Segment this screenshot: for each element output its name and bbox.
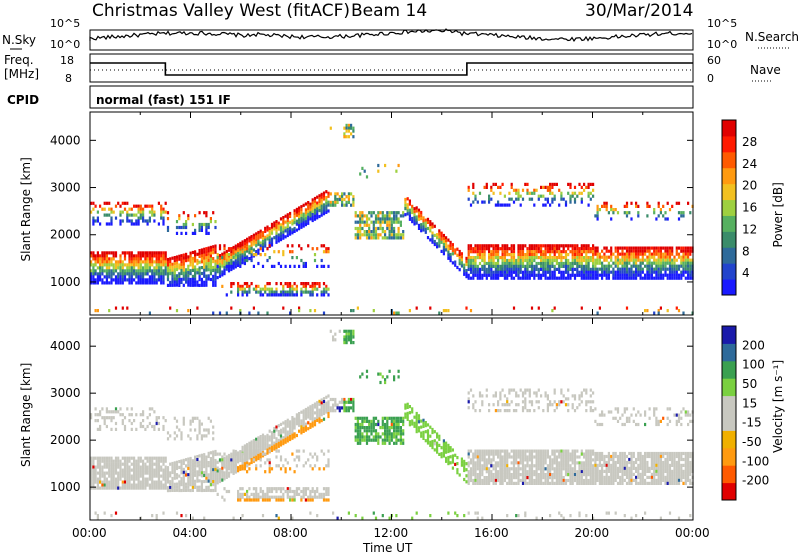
power-panel-ytick-label: 3000 xyxy=(50,181,81,195)
power-panel-ytick-label: 1000 xyxy=(50,275,81,289)
x-tick-label: 00:00 xyxy=(675,526,710,540)
noise-left-tick-bottom: 10^0 xyxy=(50,38,80,51)
velocity-panel-ylabel: Slant Range [km] xyxy=(19,363,33,467)
nave-right-tick-bottom: 0 xyxy=(707,72,714,85)
power-panel-colorbar-segment xyxy=(722,167,736,185)
velocity-panel-ytick-label: 4000 xyxy=(50,339,81,353)
station-title: Christmas Valley West (fitACF) xyxy=(92,1,350,21)
cpid-label: CPID xyxy=(7,93,39,107)
power-panel-colorbar-tick: 24 xyxy=(742,157,757,171)
power-panel-colorbar-segment xyxy=(722,215,736,232)
freq-label-2: [MHz] xyxy=(4,67,39,81)
velocity-panel-ytick-label: 1000 xyxy=(50,480,81,494)
velocity-panel-colorbar-segment xyxy=(722,360,736,379)
noise-right-tick-bottom: 10^0 xyxy=(707,38,737,51)
power-panel-ylabel: Slant Range [km] xyxy=(19,157,33,261)
x-tick-label: 04:00 xyxy=(173,526,208,540)
noise-sky-trace xyxy=(89,28,693,42)
power-panel-scatter xyxy=(90,123,694,315)
velocity-panel-colorbar-segment xyxy=(722,430,736,449)
nave-right-tick-top: 60 xyxy=(707,54,721,67)
velocity-panel-colorbar-tick: 15 xyxy=(742,396,757,410)
x-tick-label: 08:00 xyxy=(273,526,308,540)
velocity-panel-colorbar-tick: 50 xyxy=(742,377,757,391)
velocity-panel-colorbar-segment xyxy=(722,395,736,414)
noise-panel-frame xyxy=(89,29,694,51)
velocity-panel-colorbar-tick: -200 xyxy=(742,474,769,488)
noise-sky-label: N.Sky xyxy=(2,33,36,47)
power-panel-colorbar-segment xyxy=(722,231,736,248)
velocity-panel-colorbar-segment xyxy=(722,482,736,501)
power-panel-colorbar-segment xyxy=(722,120,736,137)
cpid-value: normal (fast) 151 IF xyxy=(96,93,231,107)
power-panel-colorbar-tick: 28 xyxy=(742,135,757,149)
nave-label: Nave xyxy=(750,63,781,77)
power-panel-colorbar-frame xyxy=(721,119,737,296)
power-panel-colorbar-segment xyxy=(722,183,736,201)
power-panel-colorbar-segment xyxy=(722,135,736,153)
velocity-panel-colorbar-segment xyxy=(722,378,736,397)
freq-panel-frame xyxy=(89,53,694,83)
power-panel-colorbar-tick: 4 xyxy=(742,266,750,280)
velocity-panel-colorbar-tick: -15 xyxy=(742,416,762,430)
power-panel-colorbar-tick: 20 xyxy=(742,179,757,193)
power-panel-colorbar-segment xyxy=(722,263,736,280)
x-axis-label: Time UT xyxy=(362,541,413,554)
x-tick-label: 12:00 xyxy=(374,526,409,540)
velocity-panel-colorbar-segment xyxy=(722,343,736,362)
velocity-panel-colorbar-tick: 100 xyxy=(742,358,765,372)
power-panel-colorbar-tick: 16 xyxy=(742,201,757,215)
freq-label-1: Freq. xyxy=(4,53,34,67)
velocity-panel-colorbar-segment xyxy=(722,465,736,484)
velocity-panel-ytick-label: 3000 xyxy=(50,386,81,400)
velocity-panel-colorbar-tick: -50 xyxy=(742,435,762,449)
velocity-panel-colorbar-label: Velocity [m s⁻¹] xyxy=(771,360,785,453)
power-panel-colorbar-tick: 12 xyxy=(742,222,757,236)
date-label: 30/Mar/2014 xyxy=(585,1,693,21)
frequency-trace xyxy=(90,62,693,76)
power-panel-colorbar-segment xyxy=(722,247,736,264)
x-tick-label: 00:00 xyxy=(72,526,107,540)
velocity-panel-ytick-label: 2000 xyxy=(50,433,81,447)
power-panel-colorbar-segment xyxy=(722,279,736,296)
velocity-panel-colorbar-segment xyxy=(722,326,736,344)
velocity-panel-colorbar-segment xyxy=(722,447,736,466)
velocity-panel-colorbar-segment xyxy=(722,413,736,431)
noise-left-tick-top: 10^5 xyxy=(50,17,80,30)
velocity-panel-colorbar-tick: -100 xyxy=(742,454,769,468)
power-panel-ytick-label: 4000 xyxy=(50,133,81,147)
x-tick-label: 20:00 xyxy=(575,526,610,540)
power-panel-colorbar-tick: 8 xyxy=(742,244,750,258)
power-panel-colorbar-segment xyxy=(722,199,736,216)
power-panel-colorbar-segment xyxy=(722,151,736,169)
beam-label: Beam 14 xyxy=(351,1,427,21)
x-tick-label: 16:00 xyxy=(474,526,509,540)
noise-right-tick-top: 10^5 xyxy=(707,17,737,30)
cpid-panel-frame xyxy=(89,85,694,109)
power-panel-ytick-label: 2000 xyxy=(50,228,81,242)
power-panel-colorbar-label: Power [dB] xyxy=(771,182,785,247)
velocity-panel-colorbar-tick: 200 xyxy=(742,338,765,352)
freq-left-tick-top: 18 xyxy=(60,54,74,67)
velocity-panel-colorbar-frame xyxy=(721,325,737,501)
freq-left-tick-bottom: 8 xyxy=(65,72,72,85)
velocity-panel-scatter xyxy=(90,329,694,520)
noise-search-label: N.Search xyxy=(745,30,799,44)
